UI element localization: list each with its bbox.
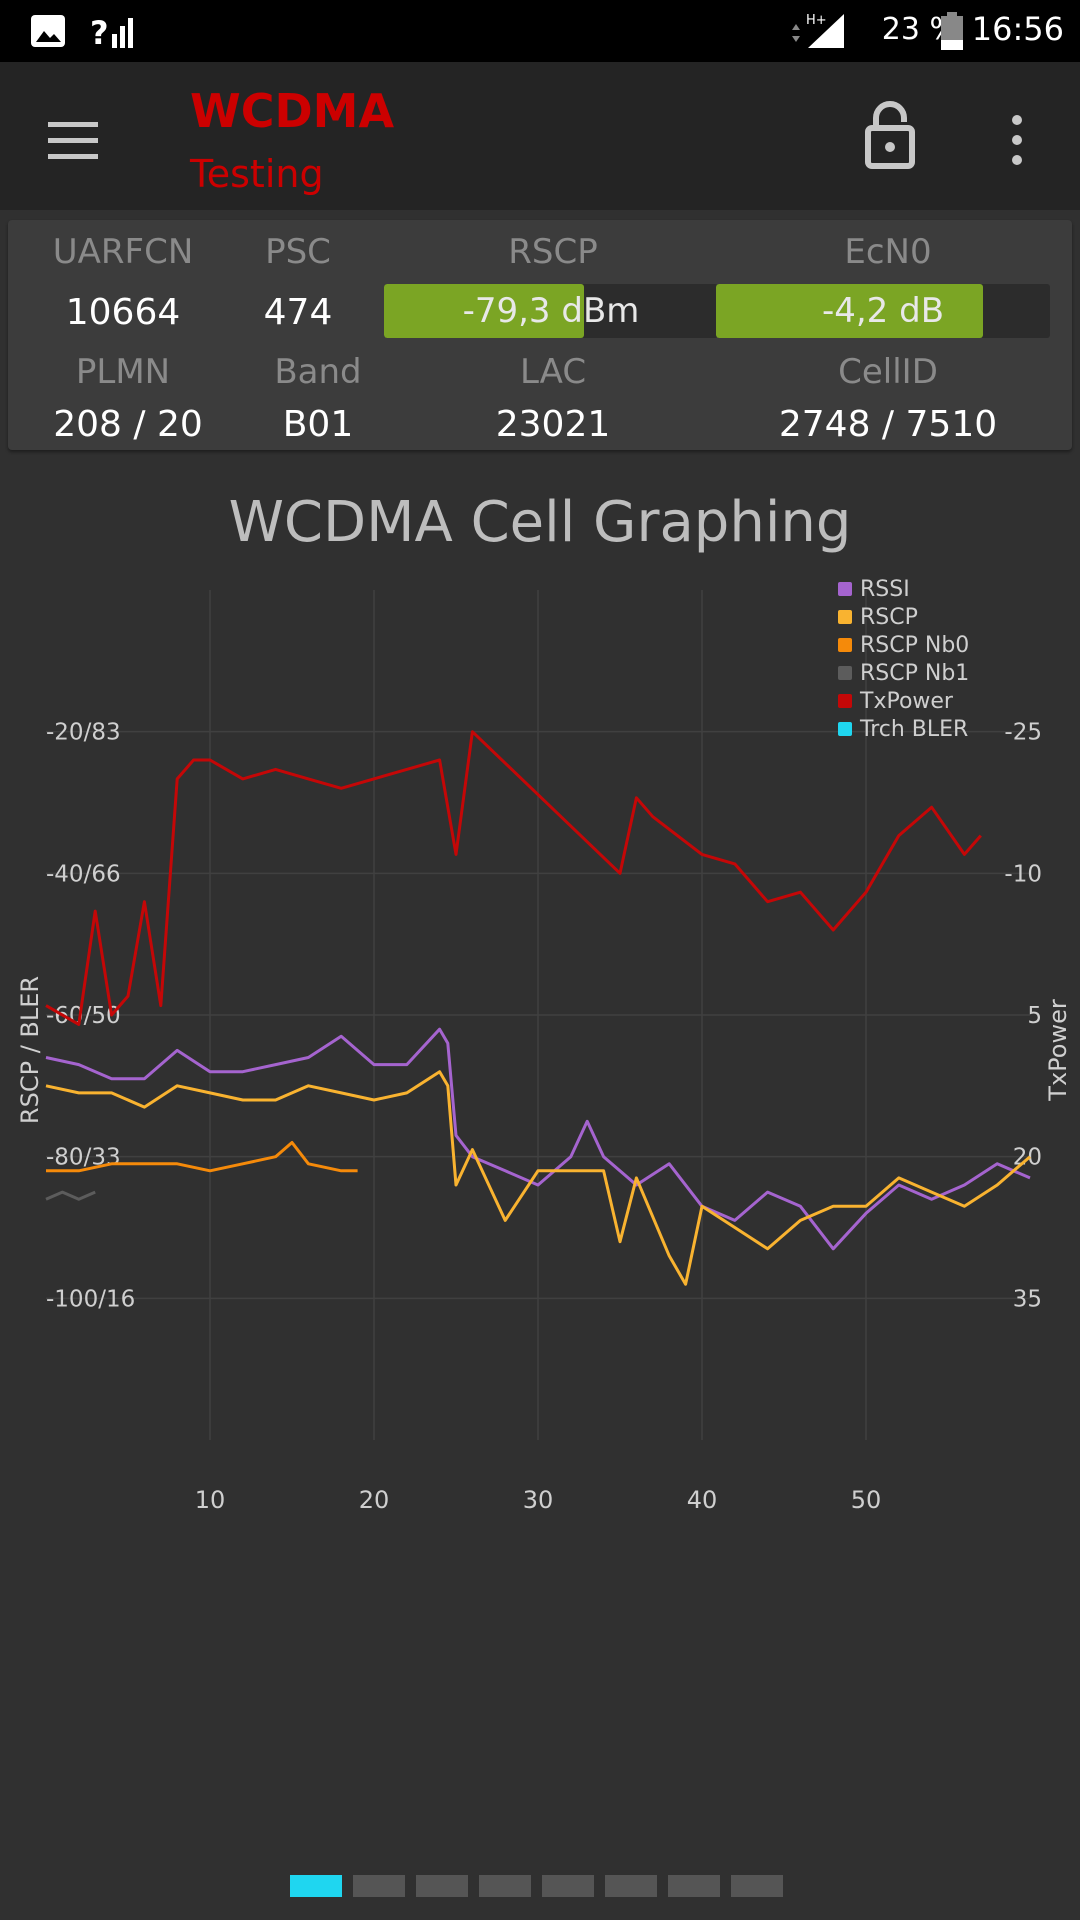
y-left-tick-label: -40/66 [46, 861, 121, 887]
page-indicator-dot[interactable] [479, 1875, 531, 1897]
x-tick-label: 30 [523, 1486, 554, 1514]
app-bar: WCDMA Testing [0, 62, 1080, 210]
page-indicator-dot[interactable] [353, 1875, 405, 1897]
rscp-bar: -79,3 dBm [384, 284, 718, 338]
psc-value: 474 [263, 292, 333, 333]
x-tick-label: 50 [851, 1486, 882, 1514]
legend-swatch [838, 722, 852, 736]
series-line-rscp-nb1 [45, 1190, 96, 1201]
clock: 16:56 [971, 10, 1064, 48]
y-left-axis-title: RSCP / BLER [16, 976, 44, 1124]
series-line-txpower [45, 730, 982, 1026]
x-tick-label: 10 [195, 1486, 226, 1514]
psc-label: PSC [265, 232, 331, 272]
series-line-rscp-nb0 [46, 1141, 358, 1173]
y-right-tick-label: 35 [1013, 1286, 1042, 1312]
ecn0-bar: -4,2 dB [716, 284, 1050, 338]
y-left-tick-label: -80/33 [46, 1145, 121, 1171]
battery-icon [941, 12, 963, 50]
more-vert-icon[interactable] [1000, 110, 1034, 170]
legend-swatch [838, 666, 852, 680]
plmn-value: 208 / 20 [53, 404, 203, 445]
signal-unknown-icon: ? [90, 14, 133, 50]
ecn0-bar-fill [716, 284, 984, 338]
chart-title: WCDMA Cell Graphing [228, 490, 852, 555]
page-indicator-dot[interactable] [731, 1875, 783, 1897]
plmn-label: PLMN [75, 352, 171, 392]
svg-text:H+: H+ [806, 13, 827, 28]
x-tick-label: 40 [687, 1486, 718, 1514]
legend-label: RSCP [860, 605, 918, 630]
page-indicator-dot[interactable] [605, 1875, 657, 1897]
lac-label: LAC [519, 352, 587, 392]
page-indicator-dot[interactable] [416, 1875, 468, 1897]
y-left-tick-label: -100/16 [46, 1286, 135, 1312]
legend-label: RSCP Nb0 [860, 633, 969, 658]
legend-swatch [838, 610, 852, 624]
y-right-tick-label: -10 [1004, 861, 1042, 887]
page-indicator-dot[interactable] [668, 1875, 720, 1897]
page-indicator-dot[interactable] [542, 1875, 594, 1897]
legend-label: TxPower [859, 689, 954, 714]
legend-swatch [838, 638, 852, 652]
app-subtitle: Testing [190, 152, 324, 196]
rscp-label: RSCP [508, 232, 598, 272]
series-line-rssi [45, 1027, 1031, 1251]
legend-swatch [838, 582, 852, 596]
image-notification-icon [31, 15, 65, 47]
rscp-bar-fill [384, 284, 585, 338]
y-right-tick-label: 5 [1027, 1003, 1042, 1029]
cell-graph-chart[interactable]: 10 20 30 40 50 -20/83 -40/66 -60/50 -80/33 -100/1… [0, 570, 1080, 1570]
ecn0-value: -4,2 dB [821, 291, 945, 331]
lock-open-icon[interactable] [860, 100, 920, 170]
lac-value: 23021 [495, 404, 611, 445]
legend-label: RSSI [860, 577, 910, 602]
mobile-data-icon: H+ [792, 13, 844, 48]
rscp-value: -79,3 dBm [462, 291, 640, 331]
app-title: WCDMA [190, 84, 395, 138]
svg-text:?: ? [90, 14, 109, 50]
menu-icon[interactable] [40, 110, 110, 170]
y-left-tick-label: -60/50 [46, 1003, 121, 1029]
legend-label: Trch BLER [859, 717, 968, 742]
ecn0-label: EcN0 [844, 232, 932, 272]
y-right-axis-title: TxPower [1044, 999, 1072, 1102]
status-bar: ? H+ 23 % 16:56 [0, 0, 1080, 62]
band-value: B01 [282, 404, 354, 445]
cell-info-panel: UARFCN PSC RSCP EcN0 10664 474 -79,3 dBm… [8, 220, 1072, 450]
y-right-tick-label: -25 [1004, 720, 1042, 746]
legend-label: RSCP Nb1 [860, 661, 969, 686]
uarfcn-label: UARFCN [52, 232, 194, 272]
uarfcn-value: 10664 [65, 292, 181, 333]
series-line-rscp [45, 1070, 1031, 1286]
y-left-tick-label: -20/83 [46, 720, 121, 746]
cellid-label: CellID [838, 352, 938, 392]
cellid-value: 2748 / 7510 [778, 404, 998, 445]
band-label: Band [274, 352, 362, 392]
x-tick-label: 20 [359, 1486, 390, 1514]
page-indicator-dot[interactable] [290, 1875, 342, 1897]
legend-swatch [838, 694, 852, 708]
